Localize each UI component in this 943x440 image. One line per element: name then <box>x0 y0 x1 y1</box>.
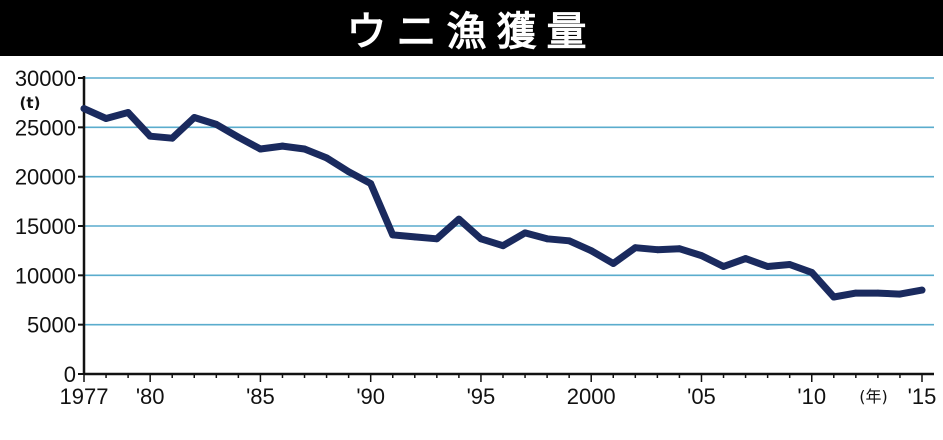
x-tick-label-1990: '90 <box>356 384 385 409</box>
data-point-2015 <box>918 286 926 294</box>
x-axis-unit: (年) <box>859 387 888 406</box>
data-point-2002 <box>631 244 639 252</box>
data-point-2008 <box>764 263 772 270</box>
data-point-1990 <box>367 180 375 187</box>
data-point-1996 <box>499 242 507 250</box>
gridlines <box>84 77 934 326</box>
data-point-1998 <box>543 235 551 243</box>
x-tick-label-1995: '95 <box>467 384 496 409</box>
data-point-2003 <box>653 246 661 254</box>
data-point-1994 <box>455 215 463 223</box>
data-point-2012 <box>852 289 860 297</box>
x-tick-labels: 1977 '80 '85 '90 '95 2000 '05 '10 '15 <box>60 384 937 409</box>
plot-area <box>0 56 943 440</box>
data-point-2001 <box>609 260 617 267</box>
x-tick-label-1977: 1977 <box>60 384 109 409</box>
y-tick-label-25000: 25000 <box>15 115 76 140</box>
y-tick-label-30000: 30000 <box>15 66 76 91</box>
data-point-1993 <box>433 235 441 243</box>
axes <box>78 76 934 382</box>
x-tick-label-1985: '85 <box>246 384 275 409</box>
data-point-1980 <box>146 132 154 140</box>
y-tick-label-10000: 10000 <box>15 263 76 288</box>
data-point-1999 <box>565 237 573 245</box>
series-line-0 <box>80 105 926 301</box>
y-tick-labels: 0 5000 10000 15000 20000 25000 30000 <box>15 66 76 387</box>
data-point-1982 <box>190 114 198 121</box>
series <box>80 105 926 301</box>
x-tick-label-1980: '80 <box>136 384 165 409</box>
data-point-2006 <box>720 263 727 270</box>
data-point-1995 <box>477 235 485 243</box>
chart-title: ウニ漁獲量 <box>346 9 597 55</box>
y-tick-label-5000: 5000 <box>27 313 76 338</box>
data-point-1983 <box>212 120 220 128</box>
x-tick-label-2010: '10 <box>797 384 826 409</box>
data-point-1992 <box>411 233 419 241</box>
data-point-2009 <box>786 261 794 268</box>
x-tick-label-2005: '05 <box>687 384 716 409</box>
data-point-2014 <box>896 290 904 298</box>
y-tick-label-20000: 20000 <box>15 165 76 190</box>
data-point-1979 <box>124 109 132 116</box>
data-point-1981 <box>168 134 176 142</box>
data-point-1977 <box>80 105 88 112</box>
data-point-1984 <box>234 133 242 141</box>
data-point-2010 <box>808 268 816 276</box>
data-point-2005 <box>698 252 705 259</box>
data-point-1986 <box>279 142 286 150</box>
data-point-1989 <box>345 168 353 176</box>
data-point-1987 <box>301 145 308 153</box>
data-point-2011 <box>830 293 838 301</box>
title-bar: ウニ漁獲量 <box>0 0 943 56</box>
data-point-2013 <box>874 289 882 297</box>
data-point-1978 <box>102 115 110 122</box>
x-tick-label-2015: '15 <box>908 384 937 409</box>
y-axis-unit: (t) <box>20 94 41 112</box>
y-tick-label-15000: 15000 <box>15 214 76 239</box>
x-tick-label-2000: 2000 <box>567 384 616 409</box>
data-point-2004 <box>676 245 683 253</box>
data-point-1988 <box>323 154 330 162</box>
data-point-2000 <box>587 247 595 255</box>
y-tick-label-0: 0 <box>64 362 76 387</box>
data-point-1985 <box>257 145 264 153</box>
data-point-1991 <box>389 231 397 239</box>
data-point-2007 <box>742 255 749 262</box>
data-point-1997 <box>521 229 529 237</box>
